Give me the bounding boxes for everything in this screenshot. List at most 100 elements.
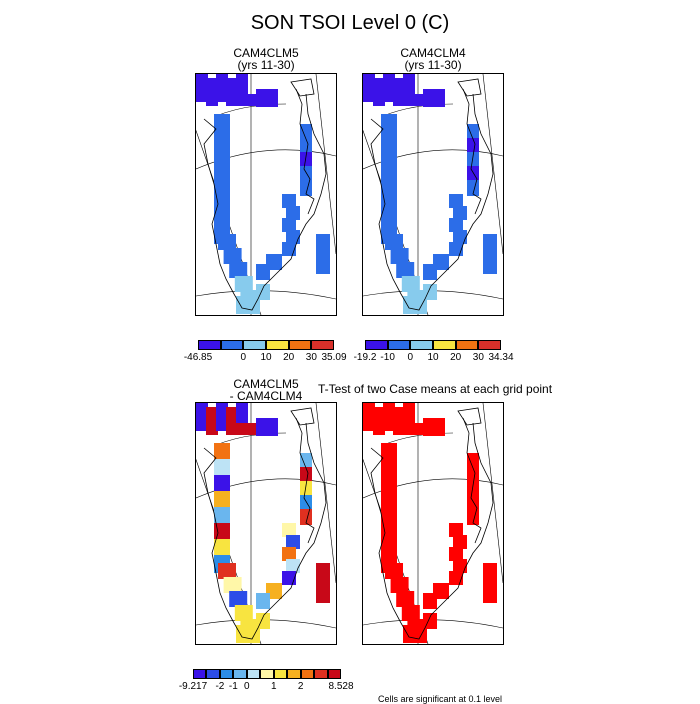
map-cell [383, 74, 395, 102]
map-cell [223, 577, 242, 593]
map-cell [286, 206, 300, 220]
map-cell [206, 78, 218, 106]
map-cell [467, 152, 479, 168]
colorbar-tick-label: 20 [450, 352, 462, 363]
map-cell [216, 74, 228, 102]
map-cell [236, 296, 260, 314]
panel1-title: CAM4CLM5 (yrs 11-30) [186, 47, 346, 71]
map-cell [393, 78, 405, 106]
coastline [462, 88, 482, 215]
map-cell [214, 194, 230, 212]
map-cell [373, 407, 385, 435]
map-cell [316, 563, 330, 603]
map-cell [423, 613, 437, 629]
map-cell [381, 162, 397, 180]
map-cell [453, 535, 467, 549]
map-cell [286, 230, 300, 244]
meridian-line [482, 74, 503, 255]
map3-svg [196, 403, 336, 644]
coastline [295, 417, 315, 544]
map-cell [381, 146, 397, 164]
island-outline [457, 78, 482, 97]
map-cell [286, 535, 300, 549]
map-cell [385, 234, 403, 250]
map-cell [423, 284, 437, 300]
map-cell [196, 403, 208, 431]
map-cell [256, 264, 270, 280]
parallel-line [382, 432, 454, 446]
map-cell [214, 210, 230, 228]
colorbar-swatch [300, 669, 315, 679]
colorbar-swatch [246, 669, 261, 679]
map4-svg [363, 403, 503, 644]
panel2-title-line2: (yrs 11-30) [404, 58, 462, 72]
coastline [370, 93, 494, 311]
map-cell [196, 74, 208, 102]
map-cell [236, 423, 256, 435]
colorbar-cam4clm4: -19.2 -10 0 10 20 30 34.34 [354, 340, 514, 363]
map-cell [381, 539, 397, 557]
colorbar-tick-label: -10 [380, 352, 395, 363]
map-cell [453, 206, 467, 220]
map-cell [214, 475, 230, 493]
map-cell [381, 130, 397, 148]
map-cell [282, 547, 296, 561]
map-cell [229, 591, 248, 607]
colorbar-tick-label: 35.09 [321, 352, 347, 363]
map-cell [214, 114, 230, 132]
map-cell [390, 248, 409, 264]
map-cell [449, 523, 463, 537]
map-cell [467, 467, 479, 483]
panel3-title-line2: - CAM4CLM4 [229, 389, 303, 403]
map-cell [216, 403, 228, 431]
meridian-line [315, 403, 336, 584]
coastline [295, 88, 315, 215]
colorbar-swatch [311, 340, 334, 350]
map-cell [214, 459, 230, 477]
map-cell [214, 491, 230, 509]
colorbar-swatch [206, 669, 220, 679]
map-cell [286, 559, 300, 573]
map-cell [385, 563, 403, 579]
colorbar-swatch [478, 340, 501, 350]
meridian-line [482, 403, 503, 584]
colorbar-tick-label: 0 [244, 681, 250, 692]
map-cell [403, 625, 427, 643]
map-cell [300, 453, 312, 469]
colorbar-tick-label: 10 [260, 352, 272, 363]
colorbar-tick-label: 2 [297, 681, 304, 692]
map-cell [423, 264, 437, 280]
map-cell [214, 443, 230, 461]
map-cell [381, 194, 397, 212]
map-cell [423, 418, 445, 436]
panel4-title: T-Test of two Case means at each grid po… [317, 382, 553, 396]
map-cell [483, 563, 497, 603]
map1-svg [196, 74, 336, 315]
colorbar-swatch [433, 340, 456, 350]
colorbar-tick-label: -19.2 [353, 352, 377, 363]
map-cell [256, 89, 278, 107]
map-cell [218, 563, 236, 579]
colorbar-tick-label: 30 [472, 352, 484, 363]
colorbar-swatch [260, 669, 274, 679]
colorbar-swatch [243, 340, 266, 350]
map-cell [236, 625, 260, 643]
colorbar-swatch [266, 340, 289, 350]
map-cell [396, 591, 415, 607]
map2-svg [363, 74, 503, 315]
map-cell [300, 152, 312, 168]
map-cell [363, 403, 375, 431]
colorbar-swatch [288, 340, 312, 350]
map-cell [214, 507, 230, 525]
map-cell [396, 262, 415, 278]
map-cell [236, 94, 256, 106]
colorbar-tick-label: -46.85 [183, 352, 213, 363]
island-outline [290, 78, 315, 97]
colorbar-swatch [410, 340, 433, 350]
map-cell [214, 162, 230, 180]
map-cell [403, 423, 423, 435]
coastline [370, 422, 494, 640]
map-cell [449, 242, 463, 256]
colorbar-difference: -9.217 -2 -1 0 1 2 8.528 [179, 669, 354, 692]
colorbar-tick-label: 1 [270, 681, 277, 692]
